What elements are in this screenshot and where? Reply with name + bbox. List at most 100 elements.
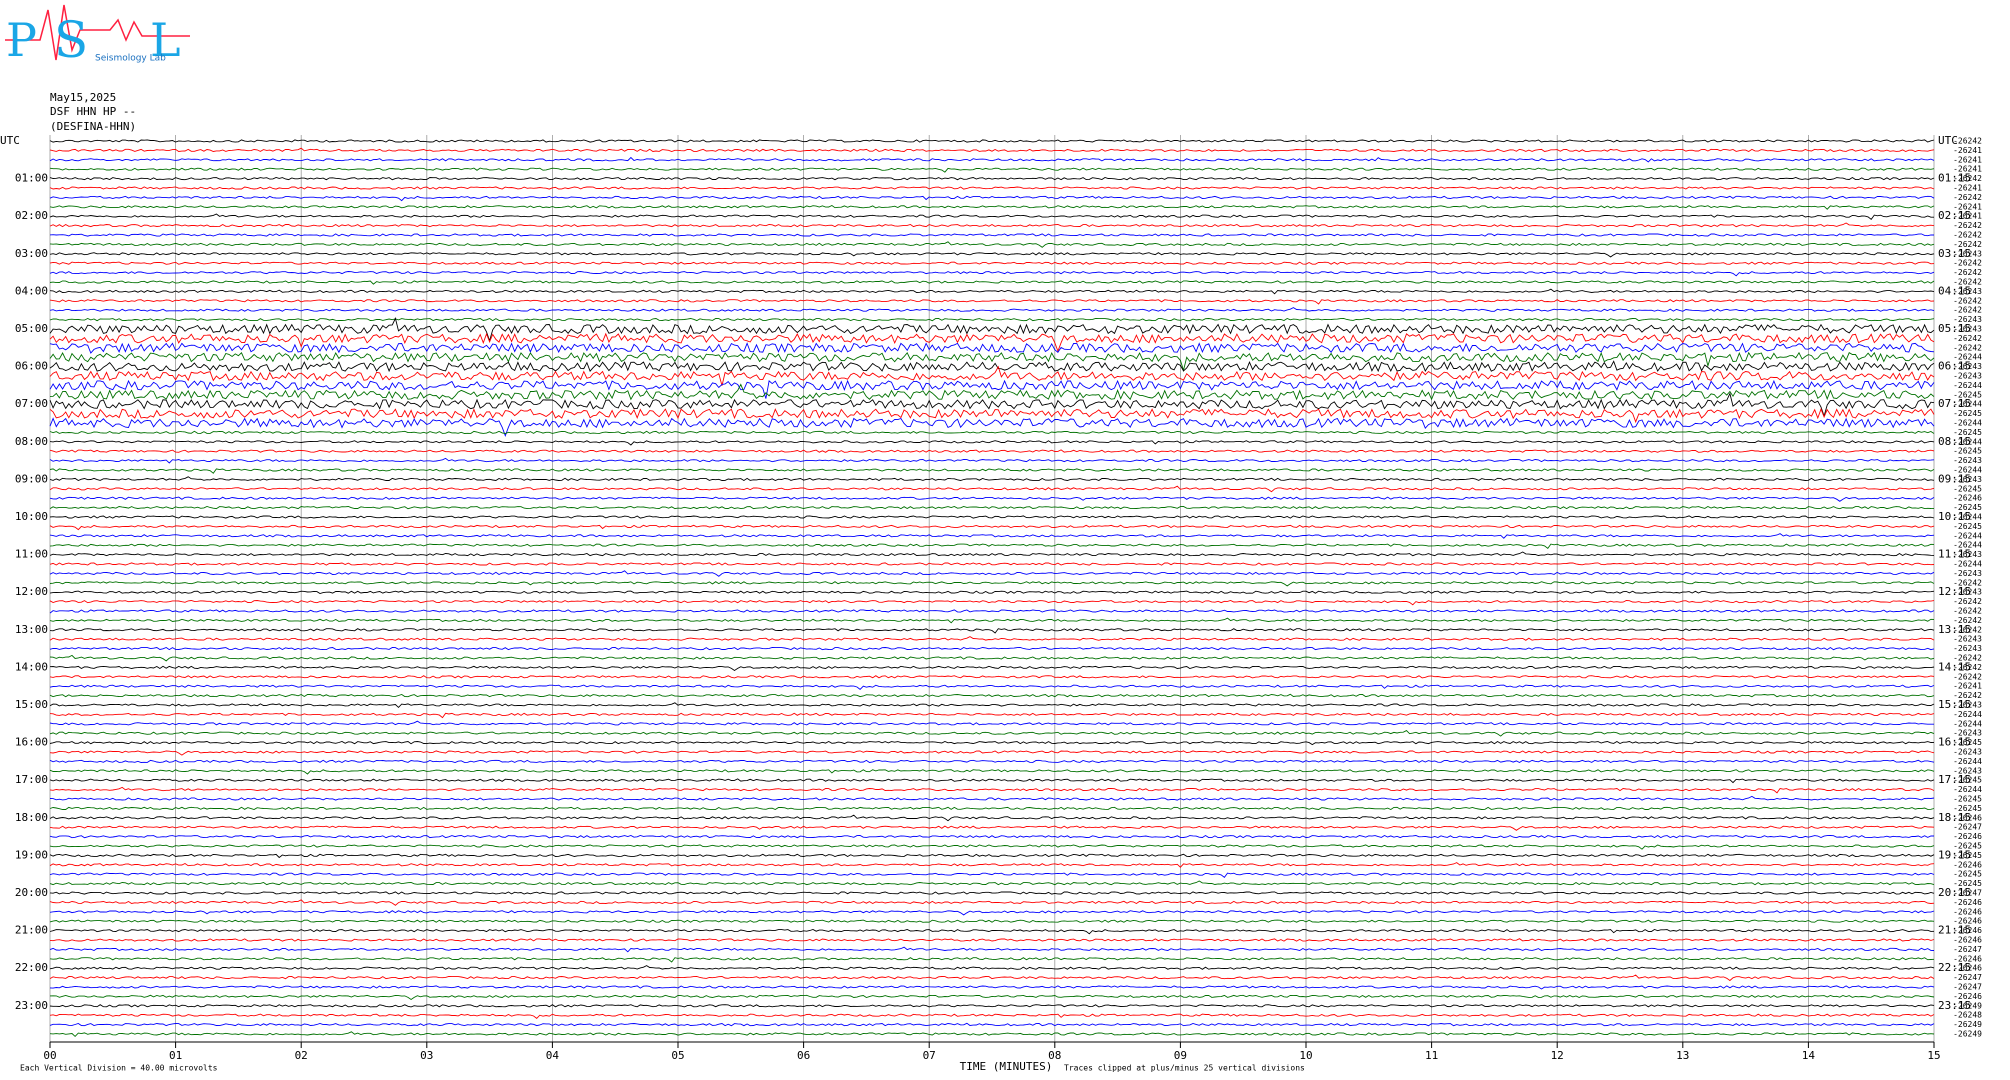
- hour-label-left: UTC: [0, 134, 20, 147]
- hour-label-left: 17:00: [15, 773, 48, 786]
- row-count: -26245: [1953, 409, 1982, 418]
- hour-label-right: 20:15: [1938, 886, 1971, 899]
- seismic-trace: [49, 383, 1935, 401]
- seismic-trace: [49, 1031, 1935, 1038]
- hour-label-right: UTC: [1938, 134, 1958, 147]
- seismic-trace: [49, 167, 1935, 173]
- hour-label-right: 21:15: [1938, 924, 1971, 937]
- row-count: -26245: [1953, 776, 1982, 785]
- seismic-trace: [49, 740, 1935, 746]
- row-count: -26245: [1953, 842, 1982, 851]
- logo-caption: Seismology Lab: [95, 54, 166, 64]
- x-tick-label: 09: [1174, 1049, 1187, 1062]
- logo-letter: P: [6, 13, 37, 67]
- seismic-trace: [49, 880, 1935, 886]
- hour-label-right: 01:15: [1938, 172, 1971, 185]
- channel: DSF HHN HP --: [50, 105, 136, 118]
- row-count: -26249: [1953, 1030, 1982, 1039]
- seismic-trace: [49, 919, 1935, 923]
- seismic-trace: [49, 899, 1935, 906]
- row-count: -26243: [1953, 588, 1982, 597]
- row-count: -26246: [1953, 992, 1982, 1001]
- seismic-trace: [49, 222, 1935, 228]
- seismic-trace: [49, 581, 1935, 587]
- logo-letter: L: [150, 13, 181, 67]
- seismic-trace: [49, 702, 1935, 709]
- row-count: -26242: [1953, 306, 1982, 315]
- hour-label-left: 12:00: [15, 585, 48, 598]
- row-count: -26242: [1953, 597, 1982, 606]
- hour-label-left: 18:00: [15, 811, 48, 824]
- row-count: -26242: [1953, 607, 1982, 616]
- hour-label-right: 13:15: [1938, 623, 1971, 636]
- seismic-trace: [49, 910, 1935, 916]
- seismic-trace: [49, 946, 1935, 953]
- x-tick-label: 10: [1299, 1049, 1312, 1062]
- row-count: -26243: [1953, 325, 1982, 334]
- row-count: -26244: [1953, 757, 1982, 766]
- row-count: -26244: [1953, 419, 1982, 428]
- x-tick-label: 14: [1802, 1049, 1816, 1062]
- seismic-trace: [49, 351, 1935, 372]
- row-count: -26246: [1953, 936, 1982, 945]
- row-count: -26246: [1953, 954, 1982, 963]
- hour-label-left: 16:00: [15, 736, 48, 749]
- seismic-trace: [49, 271, 1935, 277]
- hour-label-left: 08:00: [15, 435, 48, 448]
- hour-label-left: 09:00: [15, 472, 48, 485]
- seismic-trace: [49, 665, 1935, 672]
- seismic-trace: [49, 778, 1935, 784]
- seismic-trace: [49, 654, 1935, 662]
- row-count: -26246: [1953, 813, 1982, 822]
- hour-label-left: 20:00: [15, 886, 48, 899]
- row-count: -26243: [1953, 569, 1982, 578]
- hour-label-right: 12:15: [1938, 585, 1971, 598]
- seismic-trace: [49, 844, 1935, 850]
- seismic-trace: [49, 332, 1935, 353]
- seismic-trace: [49, 147, 1935, 153]
- seismic-trace: [49, 365, 1935, 386]
- hour-label-left: 14:00: [15, 660, 48, 673]
- seismic-trace: [49, 720, 1934, 726]
- date: May15,2025: [50, 91, 116, 104]
- seismic-trace: [49, 299, 1935, 305]
- row-count: -26241: [1953, 202, 1982, 211]
- seismic-trace: [49, 505, 1935, 510]
- row-count: -26245: [1953, 522, 1982, 531]
- hour-label-right: 06:15: [1938, 360, 1971, 373]
- row-count: -26243: [1953, 475, 1982, 484]
- seismic-trace: [49, 1022, 1935, 1027]
- row-count: -26242: [1953, 278, 1982, 287]
- seismic-trace: [49, 590, 1935, 594]
- row-count: -26245: [1953, 851, 1982, 860]
- hour-label-right: 09:15: [1938, 472, 1971, 485]
- seismic-trace: [49, 496, 1935, 502]
- seismic-trace: [49, 684, 1935, 690]
- row-count: -26247: [1953, 973, 1982, 982]
- x-tick-label: 02: [295, 1049, 308, 1062]
- row-count: -26242: [1953, 221, 1982, 230]
- seismic-trace: [49, 195, 1935, 202]
- row-count: -26242: [1953, 334, 1982, 343]
- seismic-trace: [49, 468, 1935, 474]
- row-count: -26242: [1953, 625, 1982, 634]
- seismic-trace: [49, 533, 1935, 539]
- seismic-trace: [49, 485, 1935, 493]
- row-count: -26242: [1953, 343, 1982, 352]
- row-count: -26244: [1953, 785, 1982, 794]
- logo-letter: S: [54, 11, 88, 69]
- row-count: -26244: [1953, 560, 1982, 569]
- footer-clip: Traces clipped at plus/minus 25 vertical…: [1064, 1064, 1305, 1073]
- x-axis-label: TIME (MINUTES): [960, 1060, 1053, 1073]
- x-tick-label: 08: [1048, 1049, 1061, 1062]
- hour-label-left: 03:00: [15, 247, 48, 260]
- seismic-trace: [49, 928, 1935, 935]
- row-count: -26243: [1953, 249, 1982, 258]
- row-count: -26242: [1953, 231, 1982, 240]
- hour-label-right: 15:15: [1938, 698, 1971, 711]
- hour-label-right: 19:15: [1938, 848, 1971, 861]
- seismic-trace: [49, 417, 1935, 437]
- seismic-trace: [49, 176, 1935, 181]
- seismic-trace: [49, 938, 1935, 942]
- hour-label-left: 13:00: [15, 623, 48, 636]
